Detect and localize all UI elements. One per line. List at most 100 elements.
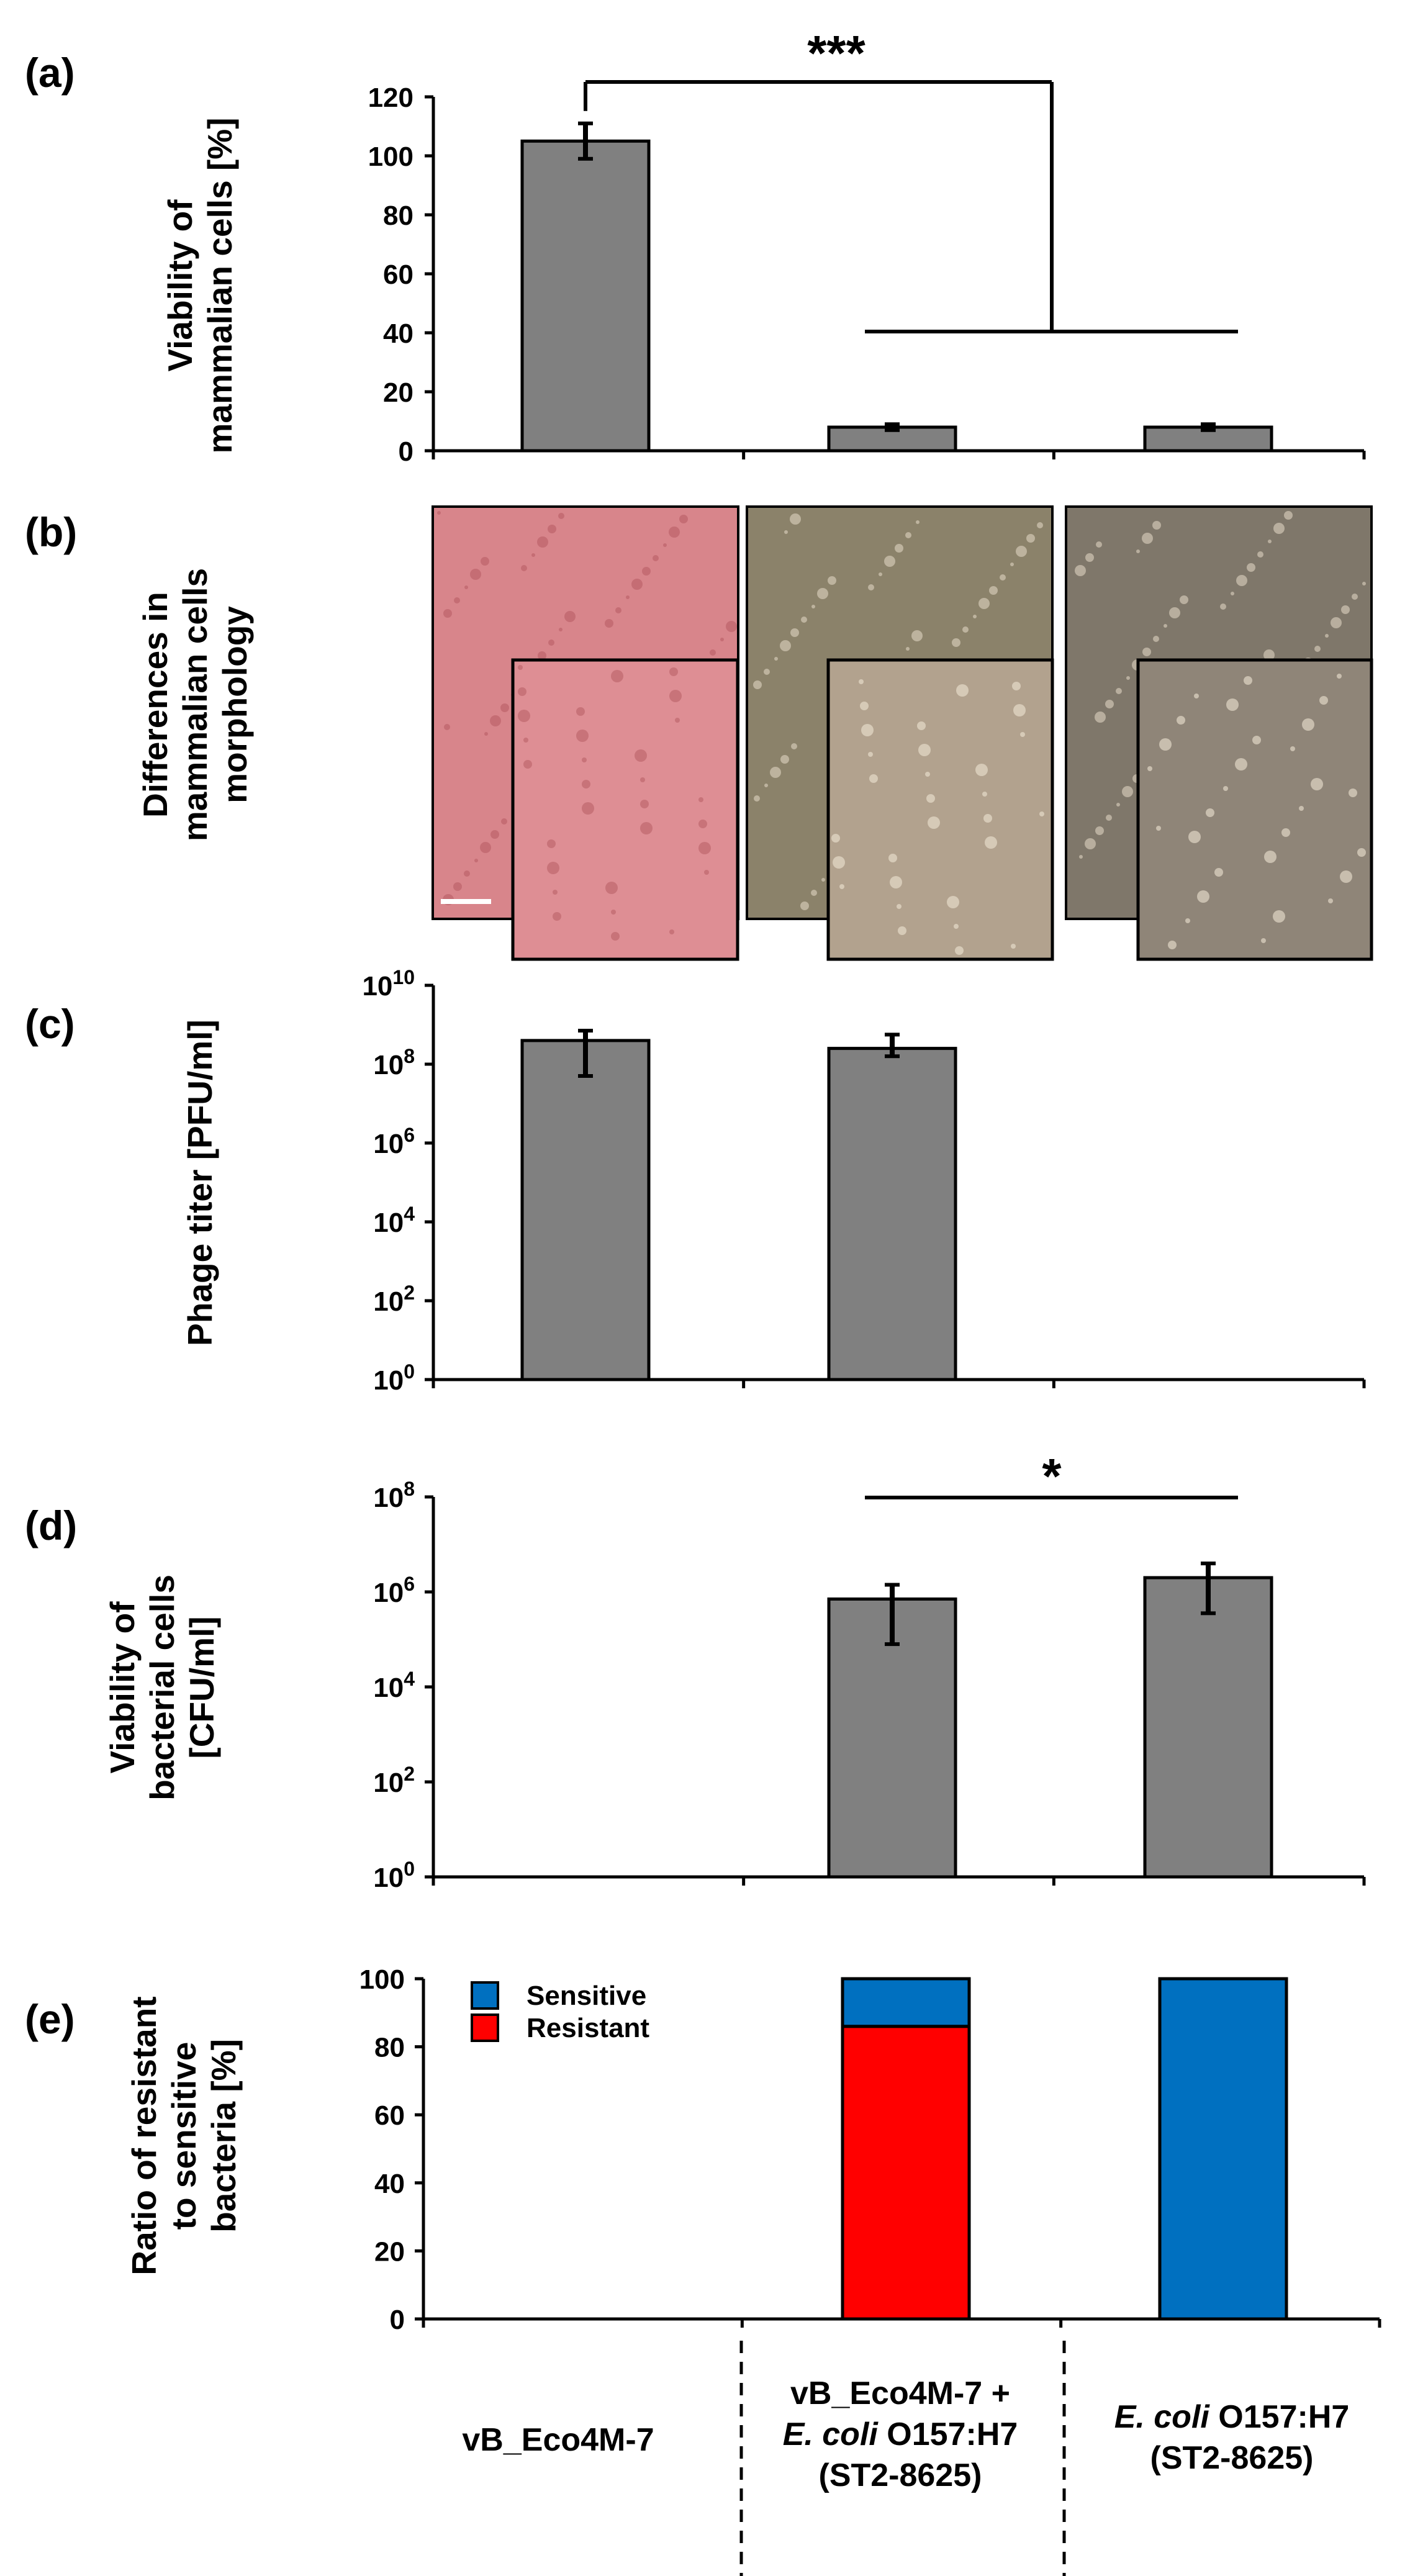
y-tick-label-a: 40 xyxy=(383,319,413,349)
micrograph-cell xyxy=(962,626,969,633)
micrograph-cell xyxy=(898,926,906,935)
micrograph-cell xyxy=(1235,758,1247,771)
micrograph-cell xyxy=(640,800,649,808)
y-tick-label-e: 0 xyxy=(390,2305,405,2335)
micrograph-cell xyxy=(1039,811,1044,816)
micrograph-cell xyxy=(1261,938,1266,943)
micrograph-cell xyxy=(1231,592,1234,595)
micrograph-cell xyxy=(954,924,959,929)
micrograph-cell xyxy=(548,639,554,646)
panel-letter-c: (c) xyxy=(25,1001,75,1047)
micrograph-cell xyxy=(918,744,931,756)
y-tick-label-d: 108 xyxy=(373,1478,415,1513)
micrograph-cell xyxy=(1085,838,1096,849)
y-tick-label-c: 100 xyxy=(373,1360,415,1396)
micrograph-cell xyxy=(888,854,897,862)
micrograph-cell xyxy=(523,760,532,769)
micrograph-cell xyxy=(1194,694,1199,698)
micrograph-cell xyxy=(454,597,460,603)
y-axis-label-line: bacteria [%] xyxy=(204,2039,243,2233)
micrograph-cell xyxy=(669,690,682,702)
micrograph-cell xyxy=(989,586,998,595)
micrograph-cell xyxy=(1180,595,1188,604)
micrograph-cell xyxy=(839,884,844,889)
micrograph-cell xyxy=(698,820,707,828)
micrograph-cell xyxy=(868,584,874,590)
micrograph-cell xyxy=(1126,676,1130,680)
category-label-run: O157:H7 xyxy=(878,2416,1018,2452)
micrograph-cell xyxy=(611,932,620,941)
y-tick-label-c: 1010 xyxy=(362,966,415,1001)
micrograph-cell xyxy=(1095,826,1104,835)
y-tick-label-a: 120 xyxy=(368,83,413,113)
legend-swatch-sensitive xyxy=(471,1981,499,2010)
y-tick-label-a: 20 xyxy=(383,377,413,408)
micrograph-cell xyxy=(490,830,499,839)
stacked-bar-e-1-resistant xyxy=(841,2025,971,2321)
micrograph-cell xyxy=(653,555,659,561)
y-tick-label-d: 102 xyxy=(373,1763,415,1798)
micrograph-cell xyxy=(1281,828,1290,837)
micrograph-cell xyxy=(582,780,590,789)
micrograph-cell xyxy=(669,667,678,676)
micrograph-cell xyxy=(780,640,791,651)
micrograph-cell xyxy=(1147,766,1152,771)
micrograph-inset-2 xyxy=(1136,658,1373,961)
micrograph-cell xyxy=(558,513,564,519)
micrograph-cell xyxy=(518,687,526,696)
micrograph-cell xyxy=(801,617,807,623)
micrograph-cell xyxy=(1273,910,1285,923)
micrograph-cell xyxy=(947,896,959,908)
micrograph-cell xyxy=(1263,649,1275,661)
micrograph-cell xyxy=(1220,603,1226,610)
micrograph-cell xyxy=(897,904,902,909)
micrograph-cell xyxy=(1142,533,1153,544)
micrograph-cell xyxy=(559,628,563,631)
micrograph-cell xyxy=(1016,546,1027,557)
micrograph-cell xyxy=(605,619,613,628)
micrograph-cell xyxy=(480,842,491,853)
micrograph-cell xyxy=(811,890,817,896)
category-label-run: E. coli xyxy=(1114,2399,1211,2435)
micrograph-cell xyxy=(553,890,558,895)
micrograph-cell xyxy=(1328,898,1333,903)
micrograph-cell xyxy=(611,910,616,915)
y-axis-label-line: Ratio of resistant xyxy=(125,1996,163,2275)
y-axis-label-d: Viability of bacterial cells [CFU/ml] xyxy=(103,1575,221,1801)
micrograph-cell xyxy=(1105,700,1114,708)
category-label: vB_Eco4M-7 + xyxy=(790,2375,1010,2411)
micrograph-cell xyxy=(518,665,523,670)
micrograph-cell xyxy=(547,839,556,848)
micrograph-cell xyxy=(975,764,988,776)
micrograph-cell xyxy=(1264,851,1277,863)
panel-letter-b: (b) xyxy=(25,509,77,555)
micrograph-cell xyxy=(790,513,801,525)
micrograph-cell xyxy=(982,792,987,797)
micrograph-cell xyxy=(518,710,530,722)
micrograph-cell xyxy=(669,929,674,934)
micrograph-cell xyxy=(1214,868,1223,877)
y-tick-label-e: 40 xyxy=(374,2169,405,2199)
category-label-run: E. coli xyxy=(783,2416,879,2452)
y-tick-label-c: 104 xyxy=(373,1203,415,1238)
micrograph-cell xyxy=(1026,534,1035,543)
y-tick-label-a: 100 xyxy=(368,142,413,172)
category-label: (ST2-8625) xyxy=(1150,2440,1314,2476)
micrograph-cell xyxy=(1341,605,1350,614)
y-tick-label-d: 106 xyxy=(373,1573,415,1608)
y-axis-label-line: Viability of xyxy=(161,199,199,372)
micrograph-cell xyxy=(437,511,441,515)
micrograph-cell xyxy=(770,767,781,778)
micrograph-cell xyxy=(1136,549,1140,553)
micrograph-cell xyxy=(1116,803,1120,807)
micrograph-cell xyxy=(1075,565,1086,576)
micrograph-cell xyxy=(553,912,561,921)
micrograph-cell xyxy=(576,730,589,742)
micrograph-cell xyxy=(859,679,864,684)
micrograph-cell xyxy=(784,530,788,534)
micrograph-cell xyxy=(1020,732,1025,737)
micrograph-cell xyxy=(1197,890,1209,903)
micrograph-cell xyxy=(611,670,623,682)
micrograph-cell xyxy=(1273,523,1285,534)
micrograph-cell xyxy=(704,870,709,875)
